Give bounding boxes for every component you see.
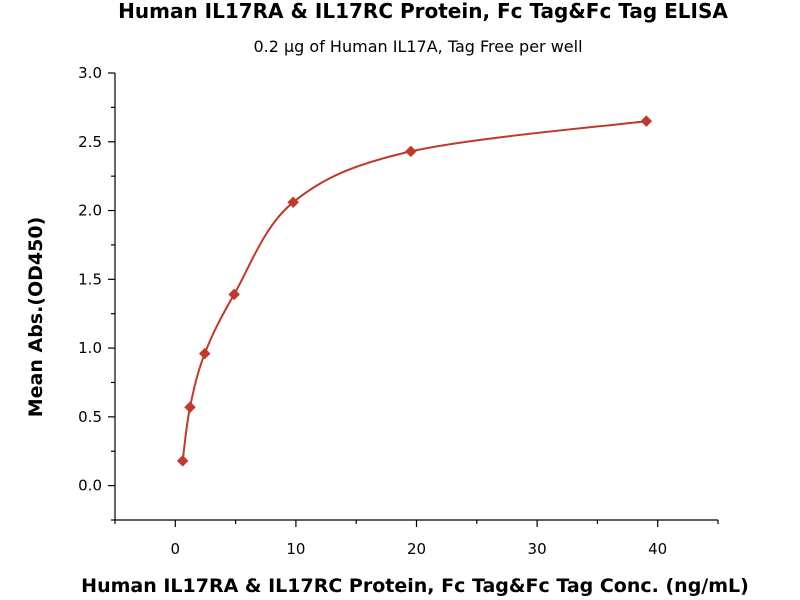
y-tick-label: 2.0 xyxy=(78,202,102,220)
y-tick-label: 0.5 xyxy=(78,408,102,426)
axes xyxy=(114,73,718,521)
chart-subtitle: 0.2 µg of Human IL17A, Tag Free per well xyxy=(253,37,582,56)
fit-curve xyxy=(181,120,647,461)
data-point xyxy=(198,347,211,360)
data-point xyxy=(184,401,196,414)
y-tick-label: 3.0 xyxy=(78,64,102,82)
data-point xyxy=(287,196,299,209)
data-point xyxy=(228,288,241,301)
x-axis-label: Human IL17RA & IL17RC Protein, Fc Tag&Fc… xyxy=(81,575,749,597)
data-point xyxy=(404,145,417,158)
x-tick-label: 10 xyxy=(286,540,305,558)
chart-title: Human IL17RA & IL17RC Protein, Fc Tag&Fc… xyxy=(118,0,728,23)
x-ticks: 0 10 20 30 40 xyxy=(114,520,719,558)
x-tick-label: 20 xyxy=(407,540,426,558)
y-axis-label: Mean Abs.(OD450) xyxy=(25,217,47,418)
data-points xyxy=(176,115,653,467)
y-tick-label: 0.0 xyxy=(78,477,102,495)
y-tick-label: 1.0 xyxy=(78,339,102,357)
y-ticks: 0.0 0.5 1.0 1.5 2.0 2.5 3.0 xyxy=(78,64,115,521)
y-tick-label: 2.5 xyxy=(78,133,102,151)
x-tick-label: 40 xyxy=(648,540,667,558)
y-tick-label: 1.5 xyxy=(78,270,102,288)
data-point xyxy=(640,115,653,127)
data-point xyxy=(176,455,189,467)
x-tick-label: 30 xyxy=(528,540,547,558)
x-tick-label: 0 xyxy=(171,540,181,558)
